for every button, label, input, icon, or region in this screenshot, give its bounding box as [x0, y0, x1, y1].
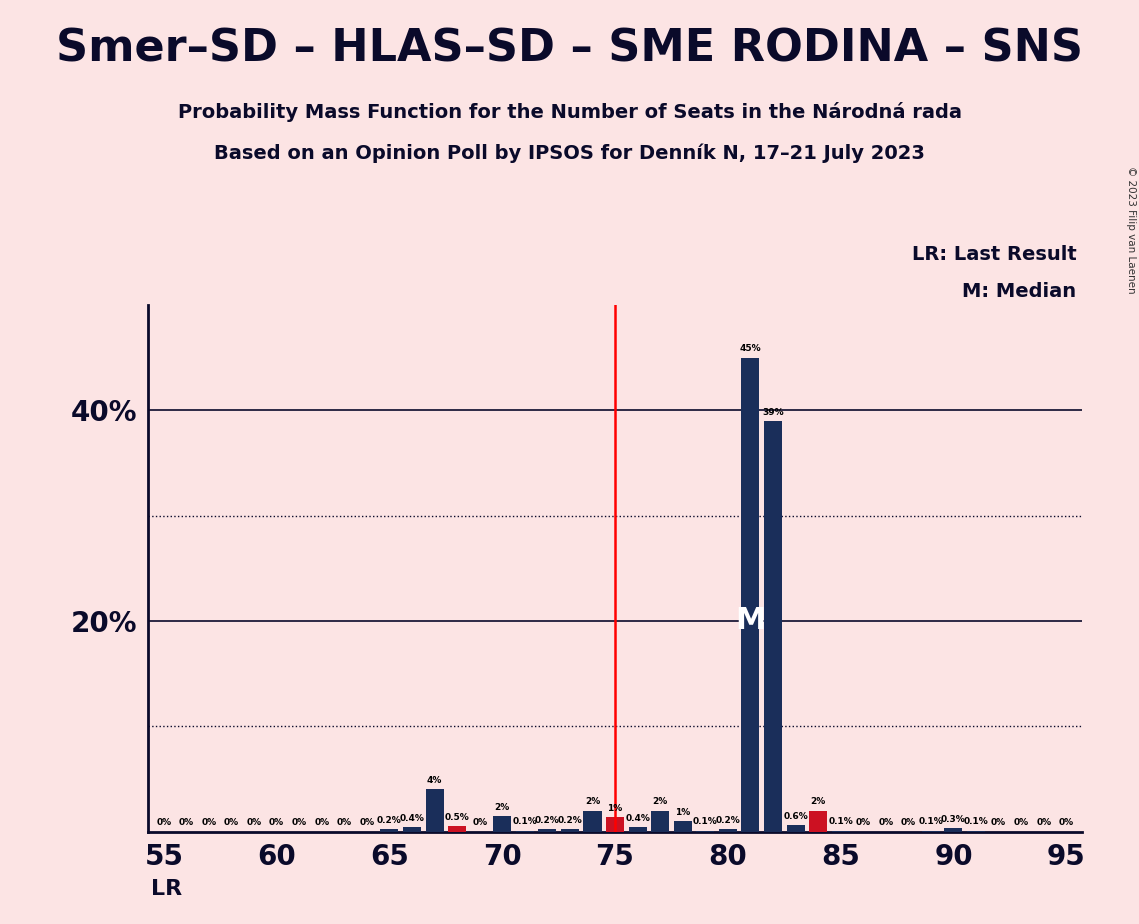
Bar	[741, 358, 760, 832]
Text: 0%: 0%	[359, 819, 375, 827]
Text: 39%: 39%	[762, 407, 784, 417]
Bar	[787, 825, 804, 832]
Bar	[831, 831, 850, 832]
Text: LR: Last Result: LR: Last Result	[911, 245, 1076, 264]
Bar	[493, 816, 511, 832]
Text: 2%: 2%	[653, 797, 667, 807]
Text: 0.2%: 0.2%	[377, 816, 402, 825]
Bar	[583, 810, 601, 832]
Text: 0%: 0%	[1014, 819, 1029, 827]
Text: 1%: 1%	[607, 804, 623, 812]
Bar	[448, 826, 466, 832]
Bar	[944, 829, 962, 832]
Bar	[652, 810, 670, 832]
Text: 4%: 4%	[427, 776, 442, 785]
Text: 0.4%: 0.4%	[400, 814, 425, 823]
Text: 0%: 0%	[246, 819, 262, 827]
Text: 0.3%: 0.3%	[941, 815, 966, 824]
Text: 0%: 0%	[855, 819, 871, 827]
Text: LR: LR	[151, 879, 182, 899]
Text: 0.2%: 0.2%	[535, 816, 559, 825]
Text: M: Median: M: Median	[962, 282, 1076, 301]
Bar	[539, 830, 557, 832]
Text: 2%: 2%	[811, 797, 826, 807]
Text: 0.6%: 0.6%	[784, 812, 808, 821]
Text: 2%: 2%	[494, 803, 510, 811]
Bar	[696, 831, 714, 832]
Text: 0.5%: 0.5%	[444, 813, 469, 822]
Text: © 2023 Filip van Laenen: © 2023 Filip van Laenen	[1126, 166, 1136, 294]
Text: 0.1%: 0.1%	[513, 818, 538, 826]
Text: Smer–SD – HLAS–SD – SME RODINA – SNS: Smer–SD – HLAS–SD – SME RODINA – SNS	[56, 28, 1083, 71]
Bar	[629, 827, 647, 832]
Text: 0%: 0%	[1036, 819, 1051, 827]
Text: 0.1%: 0.1%	[693, 818, 718, 826]
Bar	[403, 827, 421, 832]
Text: 0%: 0%	[337, 819, 352, 827]
Bar	[606, 817, 624, 832]
Text: 0%: 0%	[156, 819, 172, 827]
Text: 0%: 0%	[269, 819, 285, 827]
Text: 2%: 2%	[584, 797, 600, 807]
Bar	[426, 789, 443, 832]
Text: Probability Mass Function for the Number of Seats in the Národná rada: Probability Mass Function for the Number…	[178, 102, 961, 122]
Text: 0%: 0%	[179, 819, 194, 827]
Text: Based on an Opinion Poll by IPSOS for Denník N, 17–21 July 2023: Based on an Opinion Poll by IPSOS for De…	[214, 143, 925, 163]
Text: M: M	[736, 606, 765, 636]
Text: 0.2%: 0.2%	[558, 816, 582, 825]
Bar	[967, 831, 985, 832]
Bar	[921, 831, 940, 832]
Text: 0%: 0%	[473, 819, 487, 827]
Bar	[380, 830, 399, 832]
Text: 0%: 0%	[292, 819, 306, 827]
Bar	[809, 810, 827, 832]
Text: 0.1%: 0.1%	[918, 818, 943, 826]
Text: 0%: 0%	[314, 819, 329, 827]
Text: 0%: 0%	[901, 819, 916, 827]
Text: 0%: 0%	[224, 819, 239, 827]
Bar	[764, 420, 782, 832]
Text: 0.4%: 0.4%	[625, 814, 650, 823]
Bar	[719, 830, 737, 832]
Text: 0%: 0%	[878, 819, 893, 827]
Text: 0.1%: 0.1%	[964, 818, 989, 826]
Text: 45%: 45%	[739, 345, 761, 353]
Bar	[560, 830, 579, 832]
Bar	[673, 821, 691, 832]
Text: 0.2%: 0.2%	[715, 816, 740, 825]
Text: 1%: 1%	[675, 808, 690, 817]
Text: 0%: 0%	[202, 819, 216, 827]
Bar	[516, 831, 534, 832]
Text: 0%: 0%	[991, 819, 1006, 827]
Text: 0.1%: 0.1%	[828, 818, 853, 826]
Text: 0%: 0%	[1058, 819, 1074, 827]
